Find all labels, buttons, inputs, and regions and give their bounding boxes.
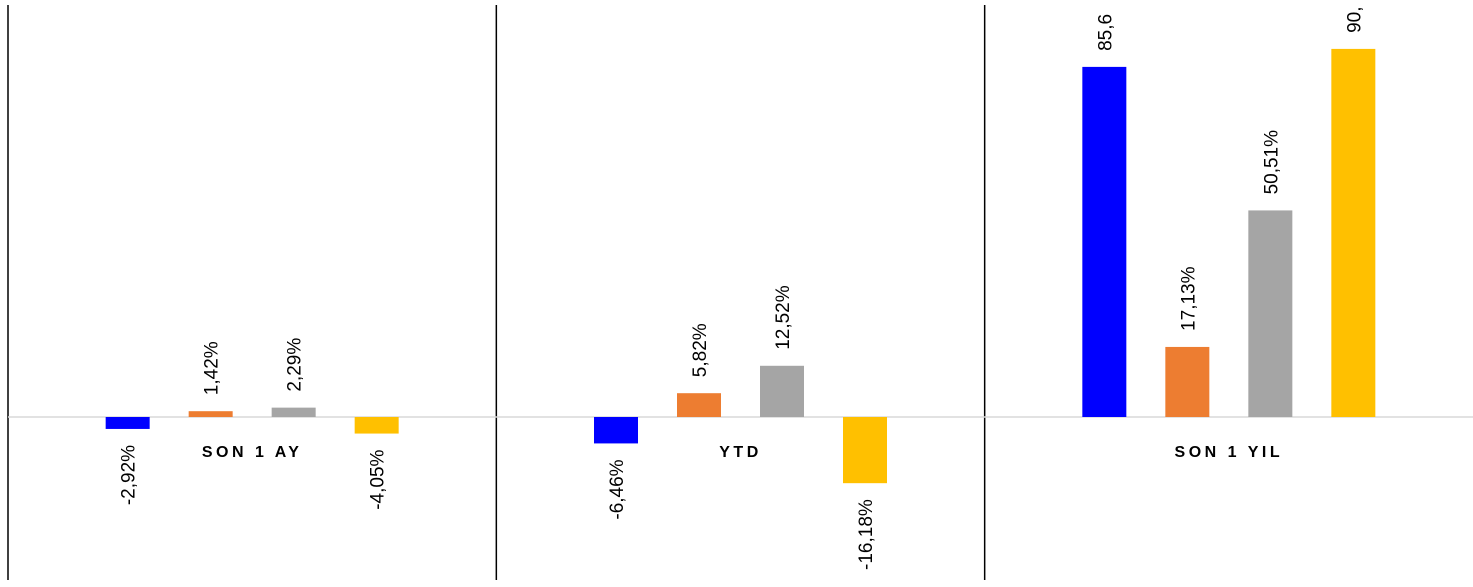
data-label: 2,29% (285, 338, 306, 392)
category-label: YTD (719, 444, 762, 461)
category-labels: SON 1 AY YTD SON 1 YIL (202, 444, 1284, 461)
bar (188, 411, 233, 417)
bar (1248, 210, 1293, 417)
bar (271, 407, 316, 417)
bar (1331, 48, 1376, 418)
data-label: -6,46% (607, 459, 628, 519)
data-label: 1,42% (202, 341, 223, 395)
bar (760, 365, 804, 417)
data-label: 12,52% (773, 285, 794, 350)
data-labels: -2,92% 1,42% 2,29% -4,05% -6,46% 5,82% 12,52% -… (119, 6, 1366, 569)
bars (105, 48, 1376, 484)
data-label: 17,13% (1178, 266, 1199, 331)
data-label: -4,05% (368, 449, 389, 509)
category-label: SON 1 YIL (1175, 444, 1284, 461)
category-label: SON 1 AY (202, 444, 303, 461)
bar (354, 417, 399, 434)
data-label: -2,92% (119, 445, 140, 505)
data-label: 5,82% (690, 323, 711, 377)
bar (594, 417, 638, 444)
bar (677, 393, 721, 417)
data-label: -16,18% (856, 499, 877, 570)
category-separators (7, 5, 986, 580)
bar (105, 417, 150, 429)
bar (1082, 66, 1127, 418)
data-label: 90, (1344, 6, 1365, 32)
data-label: 50,51% (1261, 130, 1282, 195)
bar (843, 417, 887, 484)
bar (1165, 346, 1210, 417)
data-label: 85,6 (1095, 14, 1116, 51)
